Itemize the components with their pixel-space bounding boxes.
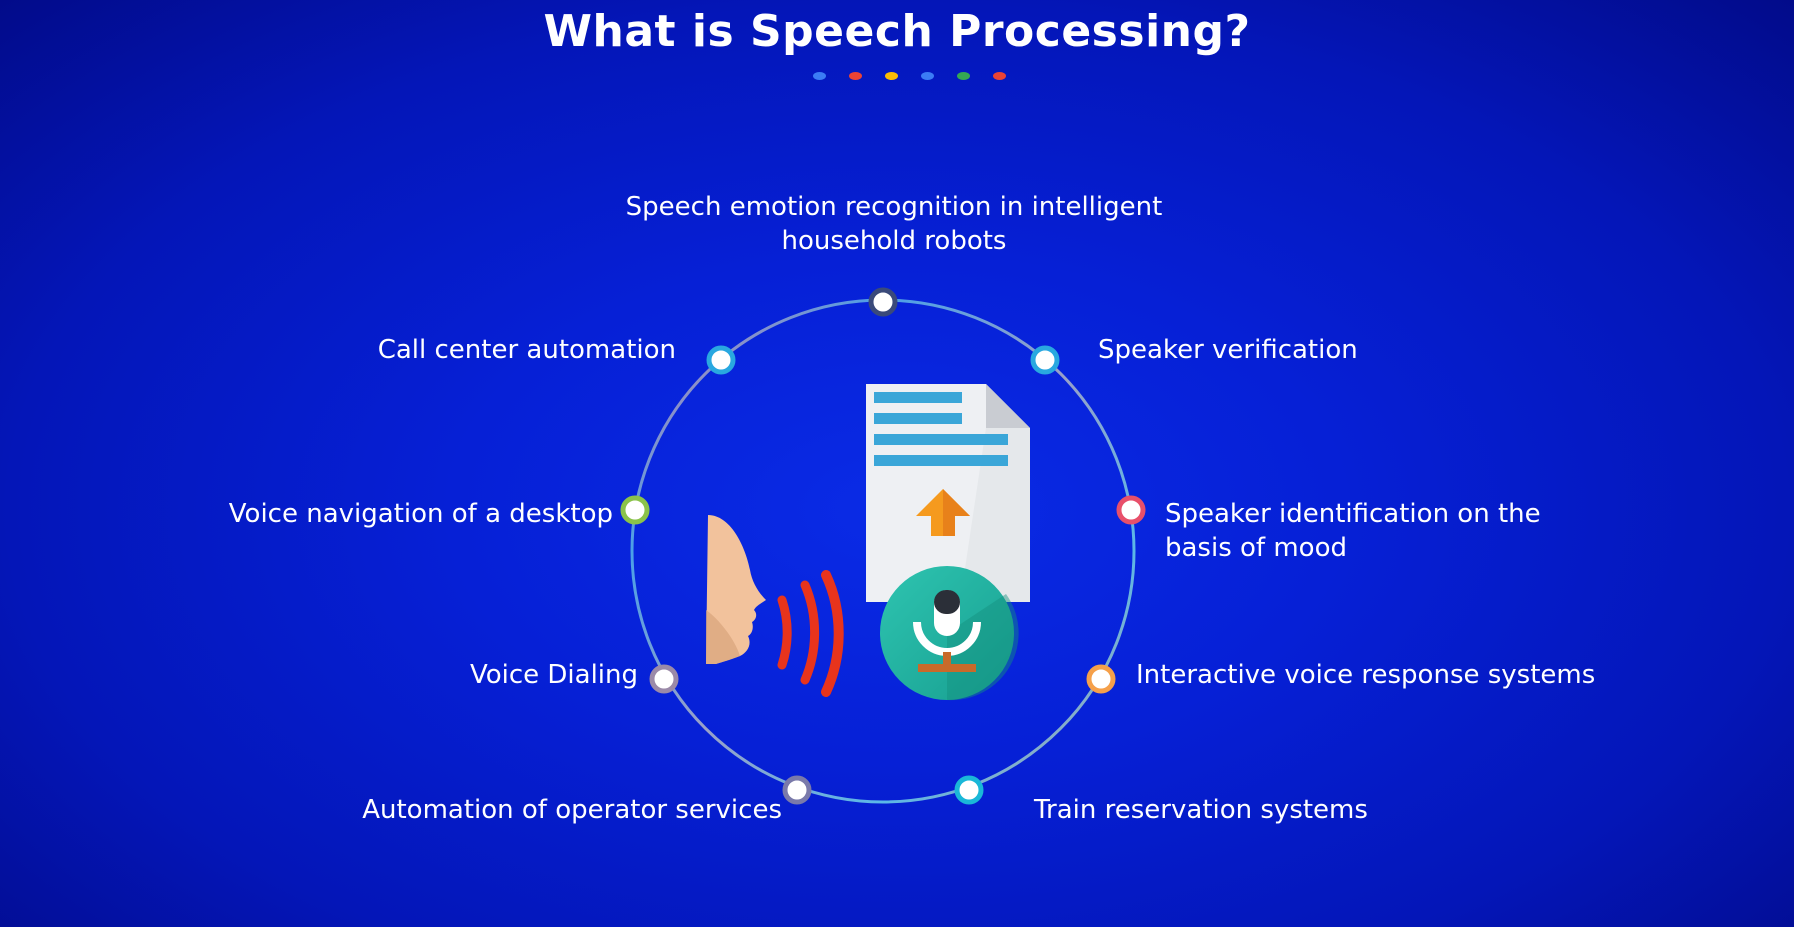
title-dots	[0, 72, 1794, 82]
title-dot	[921, 72, 934, 80]
label-speaker-identification: Speaker identification on the basis of m…	[1165, 499, 1541, 563]
title-dot	[885, 72, 898, 80]
label-speaker-verification: Speaker verification	[1098, 335, 1358, 365]
label-voice-dialing: Voice Dialing	[469, 660, 638, 690]
upload-arrow-icon	[916, 489, 970, 536]
label-speech-emotion-recognition: Speech emotion recognition in intelligen…	[625, 192, 1163, 256]
document-icon	[866, 384, 1030, 602]
label-interactive-voice-response: Interactive voice response systems	[1136, 660, 1596, 690]
sound-wave-icon	[777, 570, 844, 697]
node-top	[868, 287, 898, 317]
node-voice-navigation	[620, 495, 650, 525]
label-automation-operator-services: Automation of operator services	[362, 795, 782, 825]
label-voice-navigation: Voice navigation of a desktop	[228, 499, 613, 529]
node-voice-dialing	[649, 664, 679, 694]
node-call-center	[706, 345, 736, 375]
title-dot	[993, 72, 1006, 80]
microphone-icon	[880, 566, 1019, 701]
title-dot	[849, 72, 862, 80]
page-title: What is Speech Processing?	[543, 6, 1251, 57]
node-operator-services	[782, 775, 812, 805]
title-dot	[813, 72, 826, 80]
node-speaker-verification	[1030, 345, 1060, 375]
title-dot	[957, 72, 970, 80]
node-train-reservation	[954, 775, 984, 805]
label-train-reservation: Train reservation systems	[1034, 795, 1368, 825]
label-call-center-automation: Call center automation	[377, 335, 676, 365]
node-ivr	[1086, 664, 1116, 694]
face-profile-icon	[706, 515, 766, 664]
node-speaker-identification	[1116, 495, 1146, 525]
